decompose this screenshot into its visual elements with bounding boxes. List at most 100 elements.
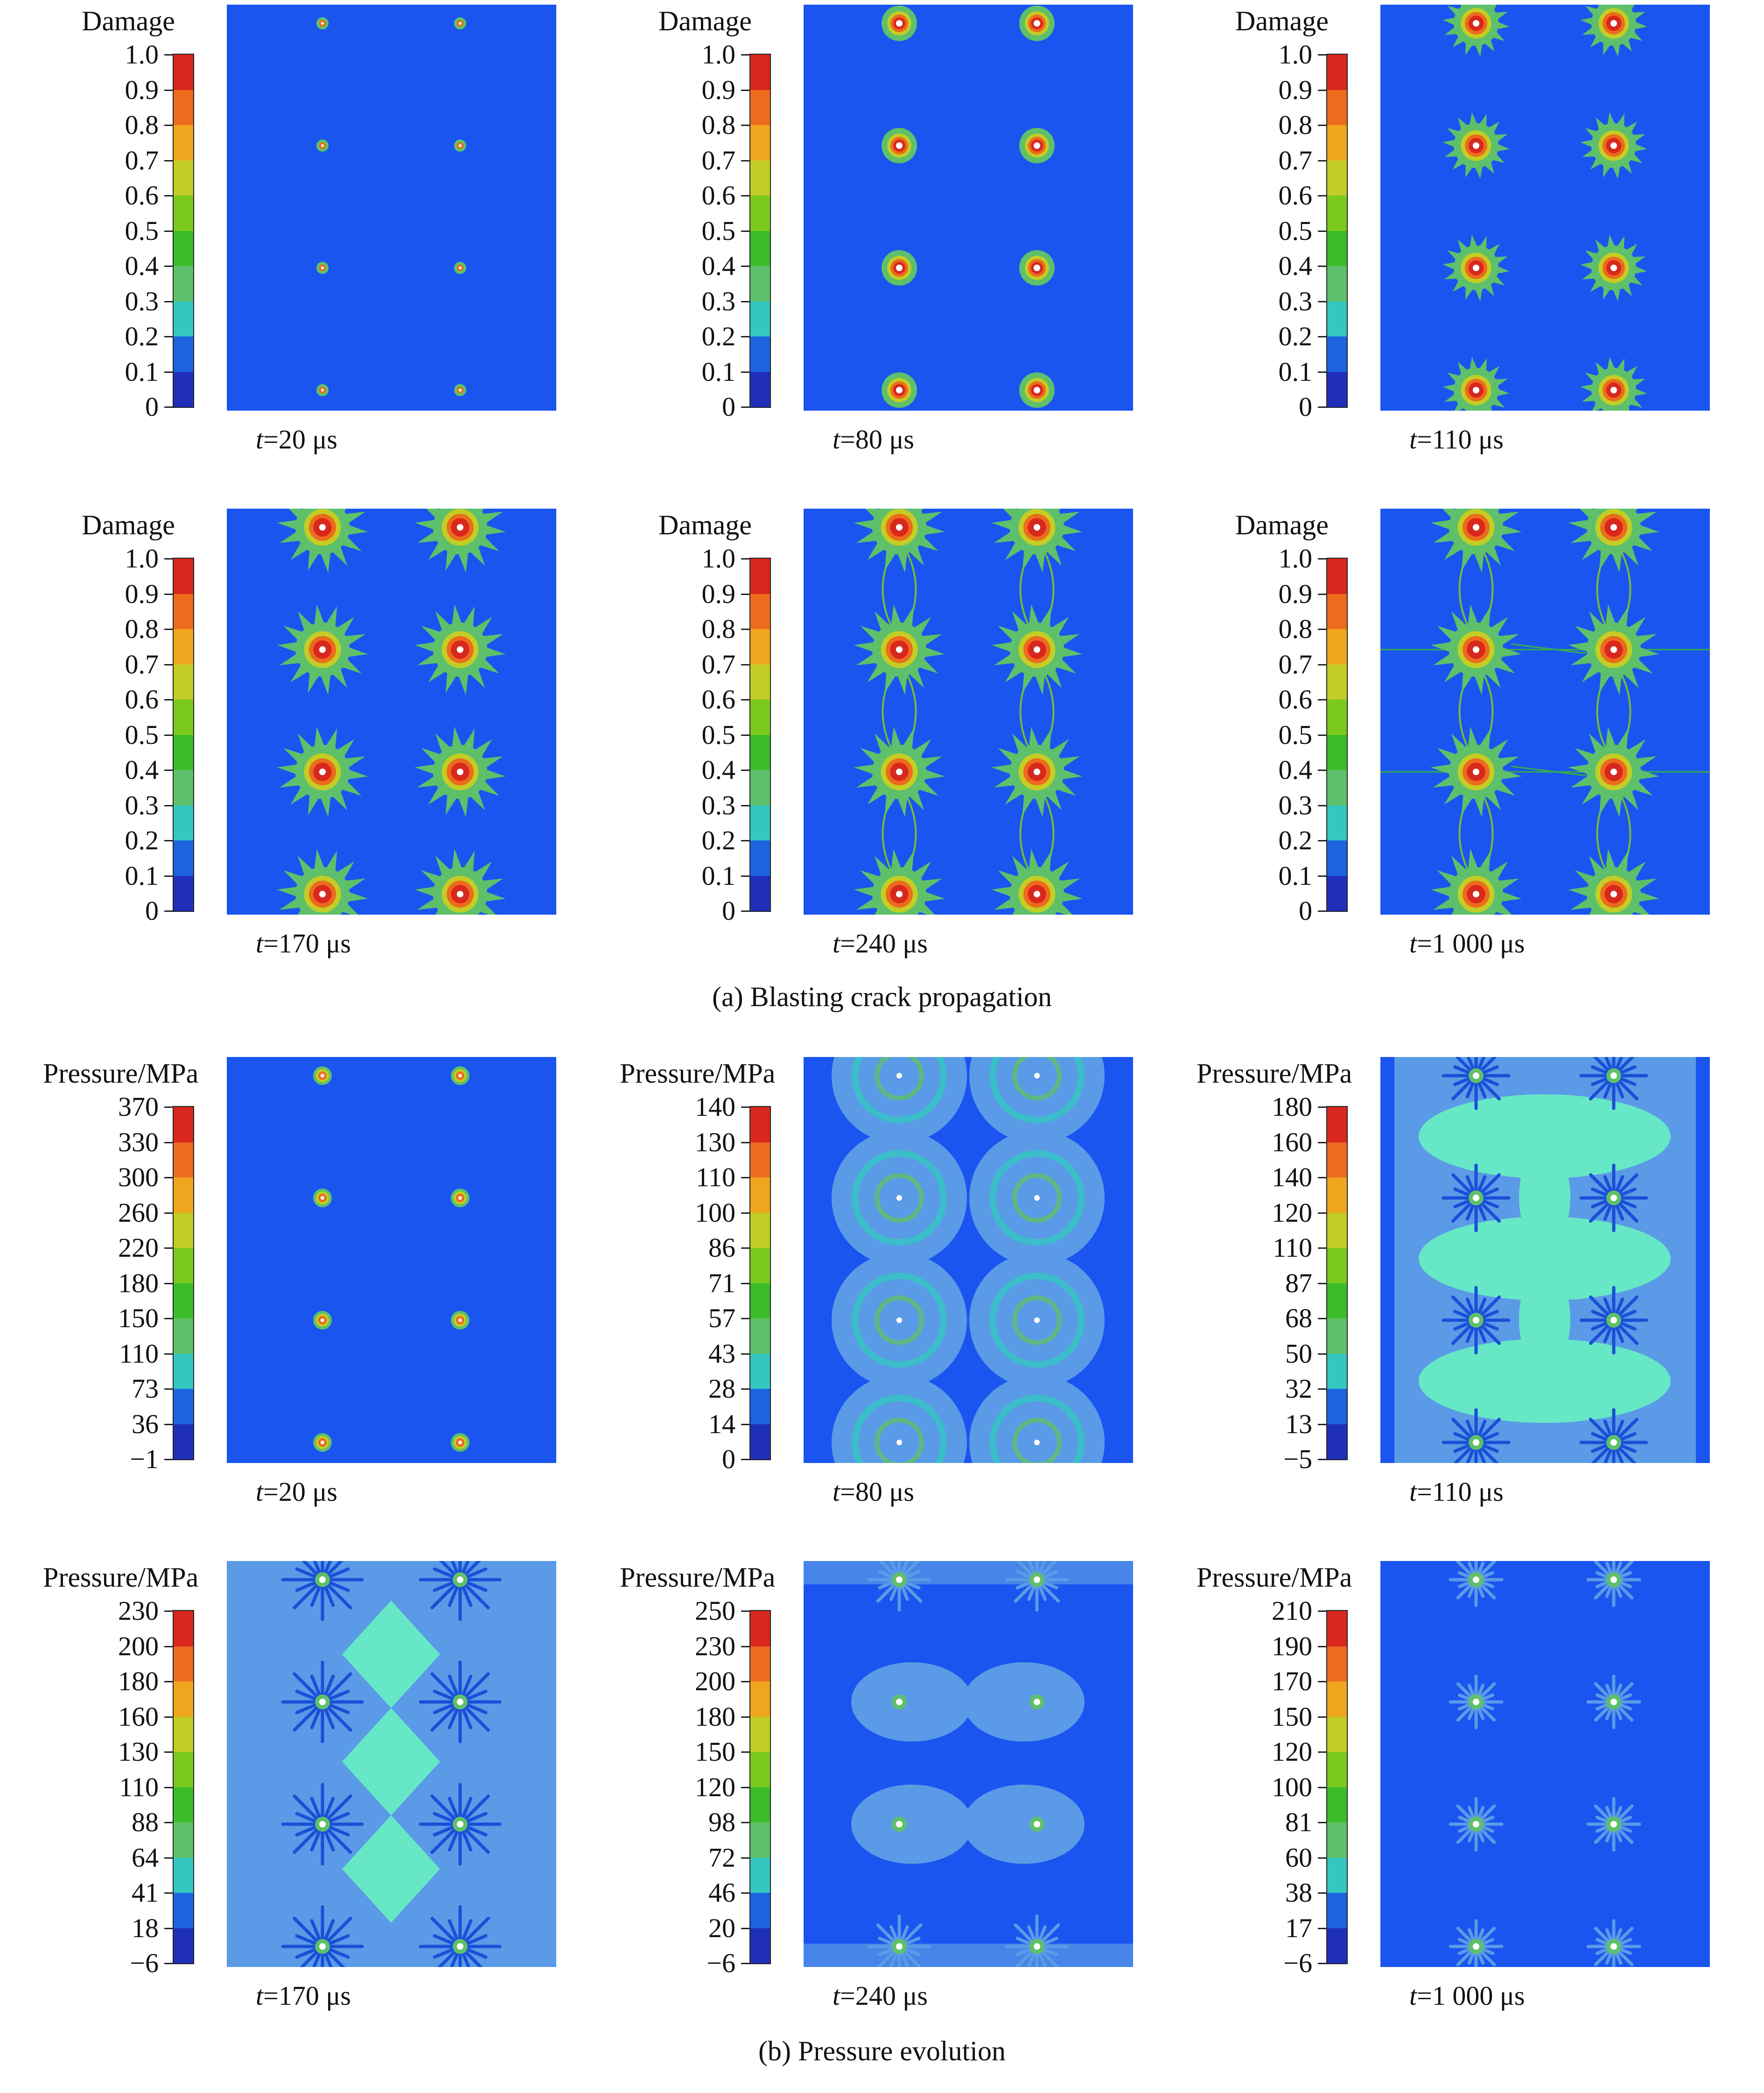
- scale-tick-label: 0.1: [1278, 356, 1313, 387]
- scale-tick-label: 0.2: [125, 825, 159, 855]
- scale-tick-label: 1.0: [1278, 543, 1313, 574]
- scale-tick: [1318, 1212, 1326, 1214]
- scale-tick: [164, 840, 173, 841]
- scale-tick: [164, 1212, 173, 1214]
- scale-tick: [1318, 266, 1326, 267]
- simulation-contour-plot: [1380, 509, 1710, 915]
- damage-panel-110us: Damage 1.0 0.9 0.8 0.7 0.6 0.5 0.4 0.3 0.2 0.1 0 t=1…: [1154, 0, 1742, 537]
- time-symbol: t: [1409, 1477, 1417, 1507]
- scale-tick: [1318, 1106, 1326, 1108]
- scale-tick-label: 1.0: [125, 39, 159, 70]
- scale-tick: [164, 699, 173, 700]
- scale-tick: [741, 593, 749, 595]
- scale-tick: [1318, 1423, 1326, 1425]
- scale-tick: [1318, 1716, 1326, 1718]
- scale-tick: [741, 1106, 749, 1108]
- scale-tick-label: 0.1: [125, 356, 159, 387]
- scale-tick-label: 0.1: [701, 860, 736, 891]
- scale-tick: [164, 1318, 173, 1319]
- scale-tick: [164, 1353, 173, 1355]
- scale-tick-label: 180: [695, 1701, 735, 1732]
- scale-tick: [164, 195, 173, 196]
- scale-tick-label: 0: [145, 896, 159, 926]
- scale-tick: [1318, 54, 1326, 56]
- scale-tick: [1318, 1645, 1326, 1647]
- scale-tick: [1318, 1681, 1326, 1682]
- scale-tick-label: 0: [722, 896, 735, 926]
- scale-tick: [741, 1388, 749, 1390]
- scale-tick-label: 180: [118, 1267, 159, 1298]
- scale-tick-label: 0.5: [125, 719, 159, 750]
- scale-tick-label: 180: [118, 1666, 159, 1696]
- time-symbol: t: [256, 928, 264, 959]
- scale-tick: [164, 125, 173, 126]
- scale-tick: [1318, 336, 1326, 337]
- simulation-contour-plot: [1380, 1057, 1710, 1463]
- scale-tick-label: 46: [708, 1877, 735, 1908]
- time-symbol: t: [833, 1981, 840, 2011]
- scale-tick: [164, 875, 173, 877]
- scale-tick: [1318, 1247, 1326, 1249]
- scale-tick-label: 0.2: [125, 321, 159, 351]
- scale-tick: [164, 629, 173, 630]
- scale-tick-label: 0.5: [1278, 215, 1313, 246]
- scale-tick-label: 98: [708, 1807, 735, 1837]
- scale-tick: [164, 301, 173, 302]
- scale-tick: [164, 664, 173, 665]
- scale-tick: [164, 1822, 173, 1823]
- scale-tick-label: 0.5: [701, 215, 736, 246]
- scale-tick: [741, 371, 749, 373]
- pressure-panel-110us: Pressure/MPa 180 160 140 120 110 87 68 50 32 13 −5 t…: [1154, 1052, 1742, 1589]
- scale-tick: [1318, 875, 1326, 877]
- scale-tick: [164, 230, 173, 232]
- scale-tick: [164, 1141, 173, 1143]
- scale-tick-label: 180: [1272, 1092, 1312, 1122]
- scale-tick-label: 88: [132, 1807, 159, 1837]
- scale-tick: [164, 89, 173, 91]
- scale-tick-label: 43: [708, 1338, 735, 1369]
- simulation-contour-plot: [804, 5, 1133, 411]
- scale-tick: [741, 1459, 749, 1460]
- scale-tick: [164, 1610, 173, 1612]
- scale-tick: [741, 336, 749, 337]
- scale-tick: [164, 1963, 173, 1964]
- color-scale-bar: [749, 1610, 771, 1964]
- scale-tick: [164, 1681, 173, 1682]
- pressure-panel-240us: Pressure/MPa 250 230 200 180 150 120 98 72 46 20 −6…: [577, 1556, 1165, 2093]
- scale-tick: [741, 1751, 749, 1753]
- scale-title: Damage: [82, 6, 175, 36]
- scale-tick-label: 0.4: [125, 755, 159, 785]
- scale-tick: [164, 558, 173, 560]
- time-value: =80 μs: [840, 1477, 915, 1507]
- time-label: t=110 μs: [1409, 1478, 1504, 1505]
- damage-panel-80us: Damage 1.0 0.9 0.8 0.7 0.6 0.5 0.4 0.3 0.2 0.1 0 t=8…: [577, 0, 1165, 537]
- scale-tick: [741, 1141, 749, 1143]
- scale-tick-label: 0.8: [701, 614, 736, 644]
- scale-tick-label: 0.1: [125, 860, 159, 891]
- scale-tick-label: 0.4: [701, 755, 736, 785]
- time-value: =20 μs: [263, 424, 338, 455]
- scale-tick-label: 0.9: [1278, 578, 1313, 609]
- scale-tick: [741, 1786, 749, 1788]
- scale-tick-label: 28: [708, 1373, 735, 1404]
- scale-tick: [741, 1716, 749, 1718]
- scale-tick: [1318, 1141, 1326, 1143]
- scale-tick: [741, 664, 749, 665]
- scale-tick-label: 110: [1273, 1232, 1312, 1263]
- scale-tick: [1318, 805, 1326, 806]
- scale-tick-label: 0.8: [125, 614, 159, 644]
- color-scale-bar: [1326, 1106, 1348, 1460]
- scale-tick: [1318, 1353, 1326, 1355]
- scale-tick: [741, 840, 749, 841]
- scale-tick: [1318, 1822, 1326, 1823]
- scale-tick-label: 230: [695, 1631, 735, 1661]
- scale-tick: [164, 1106, 173, 1108]
- pressure-panel-170us: Pressure/MPa 230 200 180 160 130 110 88 64 41 18 −6…: [0, 1556, 588, 2093]
- time-label: t=110 μs: [1409, 426, 1504, 453]
- color-scale-bar: [173, 1610, 194, 1964]
- scale-tick: [1318, 301, 1326, 302]
- scale-tick-label: 120: [695, 1771, 735, 1802]
- scale-tick: [741, 266, 749, 267]
- scale-tick-label: 18: [132, 1912, 159, 1943]
- scale-tick: [741, 1212, 749, 1214]
